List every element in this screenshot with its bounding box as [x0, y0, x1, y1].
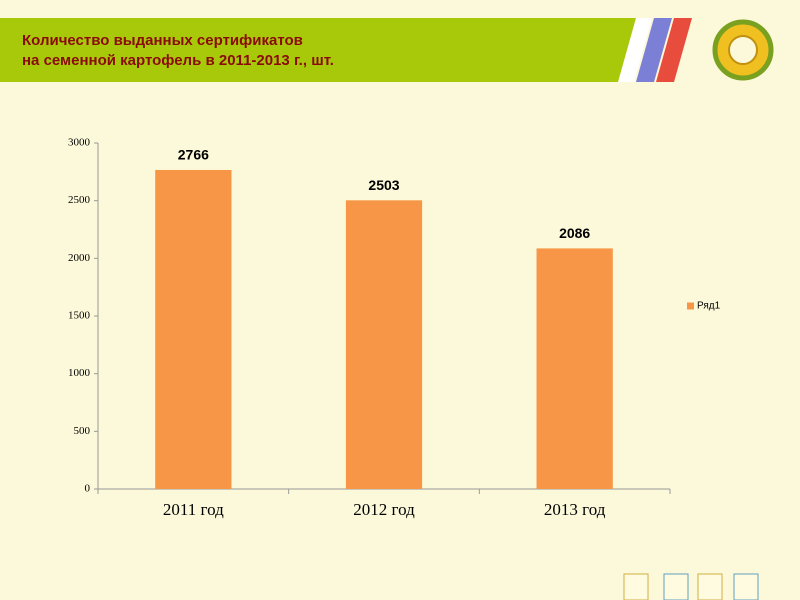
footer-icons	[623, 573, 759, 600]
x-tick-label: 2013 год	[544, 500, 606, 519]
icon	[663, 573, 689, 600]
data-label: 2503	[368, 177, 399, 193]
y-tick-label: 2000	[68, 252, 91, 264]
y-tick-label: 2500	[68, 194, 91, 206]
y-tick-label: 1500	[68, 310, 91, 322]
stripe-white	[618, 18, 652, 82]
stripe-blue	[636, 18, 672, 82]
title-line: Количество выданных сертификатов	[22, 32, 303, 49]
icon	[623, 573, 649, 600]
bar	[536, 248, 613, 489]
emblem-center	[728, 35, 758, 65]
icon	[697, 573, 723, 600]
data-label: 2086	[559, 225, 590, 241]
x-tick-label: 2011 год	[163, 500, 224, 519]
title-line: на семенной картофель в 2011-2013 г., шт…	[22, 52, 334, 69]
y-tick-label: 3000	[68, 137, 91, 149]
legend-swatch	[687, 302, 694, 310]
bar	[345, 200, 423, 489]
y-tick-label: 1000	[68, 367, 91, 379]
x-tick-label: 2012 год	[353, 500, 415, 519]
legend-label: Ряд1	[697, 301, 721, 312]
bar	[155, 169, 232, 489]
stripe-red	[656, 18, 692, 82]
y-tick-label: 500	[74, 425, 91, 437]
y-tick-label: 0	[85, 483, 91, 495]
data-label: 2766	[178, 147, 209, 163]
icon	[733, 573, 759, 600]
